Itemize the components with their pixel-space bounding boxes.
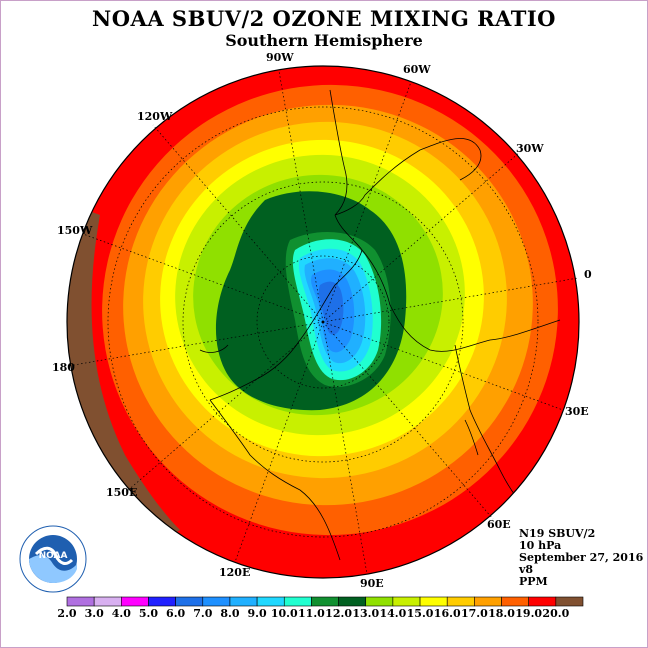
colorbar-swatch [66, 596, 95, 607]
lon-label-120w: 120W [137, 110, 173, 123]
colorbar-swatch [528, 596, 557, 607]
colorbar-tick-label: 5.0 [138, 607, 159, 620]
colorbar-swatch [419, 596, 448, 607]
colorbar-swatch [474, 596, 502, 607]
lon-label-120e: 120E [219, 566, 251, 579]
colorbar-swatch [501, 596, 529, 607]
colorbar-swatch [229, 596, 258, 607]
colorbar-swatch [148, 596, 176, 607]
info-block: N19 SBUV/2 10 hPa September 27, 2016 v8 … [519, 528, 643, 588]
colorbar-tick-label: 9.0 [247, 607, 267, 620]
colorbar-tick-label: 18.0 [488, 607, 515, 620]
colorbar-swatch [338, 596, 367, 607]
colorbar-swatch [283, 596, 312, 607]
colorbar-tick-label: 17.0 [460, 607, 488, 620]
units-text: PPM [519, 575, 548, 588]
colorbar-swatches [66, 596, 584, 607]
colorbar-tick-label: 2.0 [57, 607, 77, 620]
map-title: NOAA SBUV/2 OZONE MIXING RATIO [92, 6, 556, 31]
colorbar-swatch [175, 596, 204, 607]
colorbar-tick-label: 14.0 [379, 607, 407, 620]
colorbar-swatch [365, 596, 394, 607]
colorbar-tick-label: 8.0 [220, 607, 240, 620]
colorbar-swatch [555, 596, 584, 607]
colorbar-tick-label: 12.0 [325, 607, 352, 620]
colorbar-swatch [202, 596, 231, 607]
colorbar-tick-label: 6.0 [166, 607, 186, 620]
lon-label-150e: 150E [106, 486, 138, 499]
colorbar-tick-label: 10.0 [270, 607, 298, 620]
colorbar-tick-label: 4.0 [111, 607, 131, 620]
lon-label-0: 0 [584, 268, 592, 281]
lon-label-30e: 30E [565, 405, 589, 418]
map-boundary [66, 65, 580, 579]
colorbar-swatch [256, 596, 285, 607]
lon-label-60w: 60W [403, 63, 431, 76]
colorbar-tick-label: 13.0 [352, 607, 380, 620]
lon-label-30w: 30W [516, 142, 544, 155]
colorbar-swatch [446, 596, 475, 607]
lon-label-150w: 150W [57, 224, 93, 237]
noaa-logo: NOAA [19, 525, 87, 593]
colorbar-tick-label: 11.0 [298, 607, 325, 620]
colorbar-swatch [121, 596, 149, 607]
colorbar-swatch [392, 596, 421, 607]
pressure-text: 10 hPa [519, 539, 562, 552]
map-subtitle: Southern Hemisphere [225, 31, 423, 50]
colorbar-labels: 2.0 3.0 4.0 5.0 6.0 7.0 8.0 9.0 10.0 11.0 12.0 13.0… [0, 607, 648, 621]
graticule [67, 70, 579, 575]
colorbar-tick-label: 20.0 [542, 607, 570, 620]
colorbar-tick-label: 3.0 [84, 607, 104, 620]
instrument-text: N19 SBUV/2 [519, 527, 596, 540]
colorbar-tick-label: 19.0 [515, 607, 543, 620]
colorbar-swatch [311, 596, 339, 607]
colorbar-tick-label: 15.0 [406, 607, 434, 620]
version-text: v8 [519, 563, 534, 576]
colorbar-tick-label: 7.0 [193, 607, 213, 620]
lon-label-90w: 90W [266, 51, 294, 64]
lon-label-60e: 60E [487, 518, 511, 531]
lon-label-180: 180 [52, 361, 75, 374]
date-text: September 27, 2016 [519, 551, 644, 564]
logo-text: NOAA [39, 551, 68, 561]
lon-label-90e: 90E [360, 577, 384, 590]
colorbar-swatch [93, 596, 122, 607]
colorbar-tick-label: 16.0 [433, 607, 461, 620]
